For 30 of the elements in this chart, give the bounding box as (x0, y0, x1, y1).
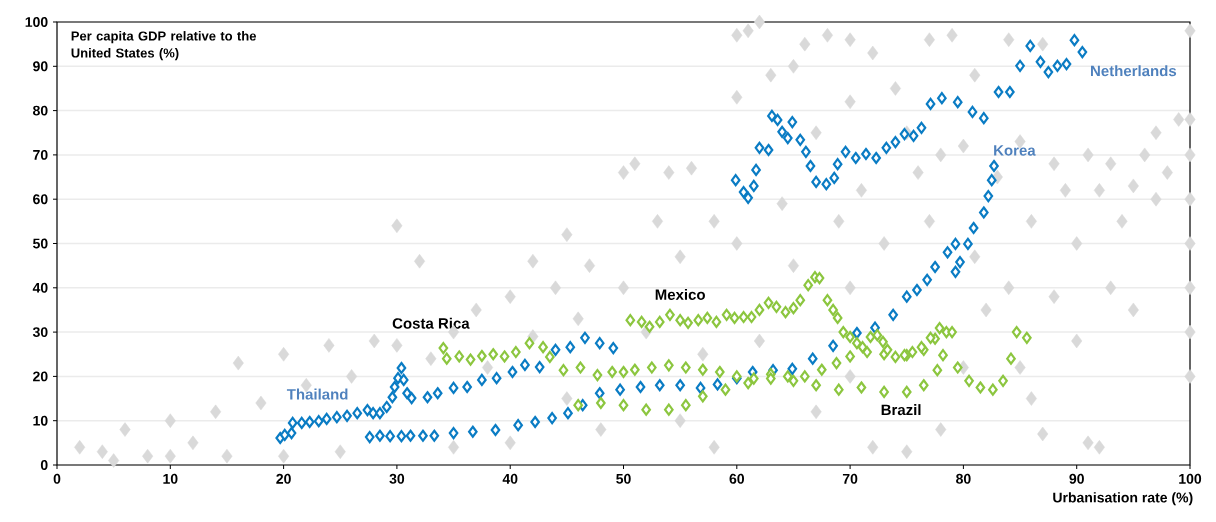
x-tick-label: 40 (502, 473, 518, 484)
x-axis-title: Urbanisation rate (%) (1053, 492, 1193, 506)
series-label: Korea (994, 145, 1036, 156)
y-tick-label: 30 (32, 327, 48, 338)
y-tick-label: 60 (33, 194, 48, 205)
x-tick-label: 80 (956, 473, 971, 484)
x-tick-label: 50 (616, 473, 631, 484)
x-tick-label: 10 (163, 473, 178, 484)
x-tick-label: 30 (389, 473, 405, 484)
series-label: Costa Rica (392, 317, 470, 329)
series-label: Brazil (881, 404, 921, 416)
series-label: Netherlands (1091, 65, 1177, 77)
y-tick-label: 0 (40, 460, 48, 470)
y-tick-label: 80 (33, 105, 48, 116)
y-tick-label: 10 (33, 415, 48, 426)
x-tick-label: 90 (1069, 473, 1084, 484)
y-tick-label: 50 (33, 238, 48, 249)
y-tick-label: 100 (25, 17, 48, 27)
y-tick-label: 90 (33, 61, 48, 72)
x-tick-label: 60 (729, 473, 745, 484)
x-tick-label: 20 (276, 473, 291, 484)
x-tick-label: 100 (1179, 473, 1202, 484)
series-label: Mexico (655, 288, 705, 300)
x-tick-label: 70 (842, 473, 858, 484)
series-label: Thailand (286, 388, 348, 400)
y-tick-label: 20 (33, 371, 48, 382)
y-tick-label: 70 (33, 149, 48, 160)
x-tick-label: 0 (53, 473, 61, 484)
y-tick-label: 40 (32, 282, 48, 293)
y-axis-title: Per capita GDP relative to the United States (%) (71, 31, 256, 61)
